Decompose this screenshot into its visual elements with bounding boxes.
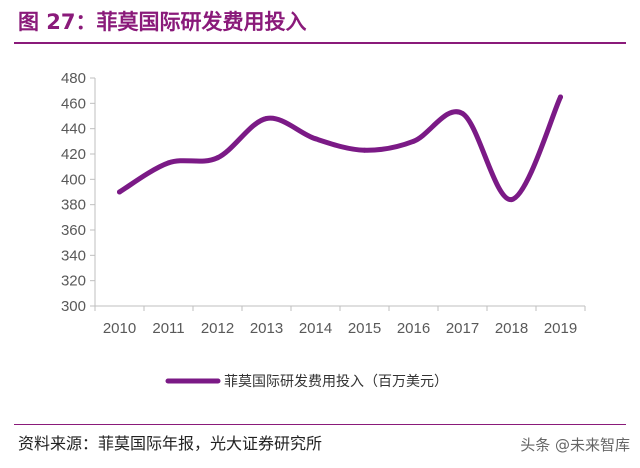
x-tick-label: 2015 (348, 320, 381, 337)
y-tick-label: 380 (61, 197, 86, 214)
y-tick-label: 460 (61, 95, 86, 112)
data-point (460, 110, 465, 116)
watermark: 头条 @未来智库 (520, 436, 630, 454)
x-axis: 2010 2011 2012 2013 2014 2015 2016 2017 2018 2019 (94, 305, 586, 337)
x-tick-label: 2016 (397, 320, 430, 337)
data-point (362, 147, 367, 153)
x-tick-label: 2019 (544, 320, 577, 337)
legend-label: 菲莫国际研发费用投入（百万美元） (224, 374, 448, 390)
figure-title: 图 27：菲莫国际研发费用投入 (18, 10, 307, 34)
data-point (313, 136, 318, 142)
y-tick-label: 480 (61, 70, 86, 87)
y-tick-label: 340 (61, 247, 86, 264)
data-point (509, 197, 514, 203)
legend: 菲莫国际研发费用投入（百万美元） (165, 374, 448, 390)
title-divider (14, 42, 626, 44)
source-divider (14, 424, 626, 425)
x-tick-label: 2012 (201, 320, 234, 337)
x-tick-label: 2013 (250, 320, 283, 337)
x-tick-label: 2014 (299, 320, 332, 337)
series-group (117, 94, 563, 203)
data-point (558, 94, 563, 100)
data-point (166, 160, 171, 166)
y-tick-label: 360 (61, 222, 86, 239)
data-point (117, 189, 122, 195)
source-note: 资料来源：菲莫国际年报，光大证券研究所 (18, 434, 323, 453)
x-tick-label: 2011 (152, 320, 184, 337)
y-tick-label: 320 (61, 273, 86, 290)
y-axis: 480 460 440 420 400 380 360 340 320 300 (61, 70, 96, 315)
x-tick-label: 2010 (103, 320, 136, 337)
y-tick-label: 400 (61, 171, 86, 188)
data-point (411, 138, 416, 144)
y-tick-label: 440 (61, 121, 86, 138)
y-tick-label: 420 (61, 146, 86, 163)
data-point (264, 116, 269, 122)
series-line (117, 94, 563, 203)
data-point (215, 155, 220, 161)
x-tick-label: 2018 (495, 320, 528, 337)
x-tick-label: 2017 (446, 320, 479, 337)
y-tick-label: 300 (61, 298, 86, 315)
